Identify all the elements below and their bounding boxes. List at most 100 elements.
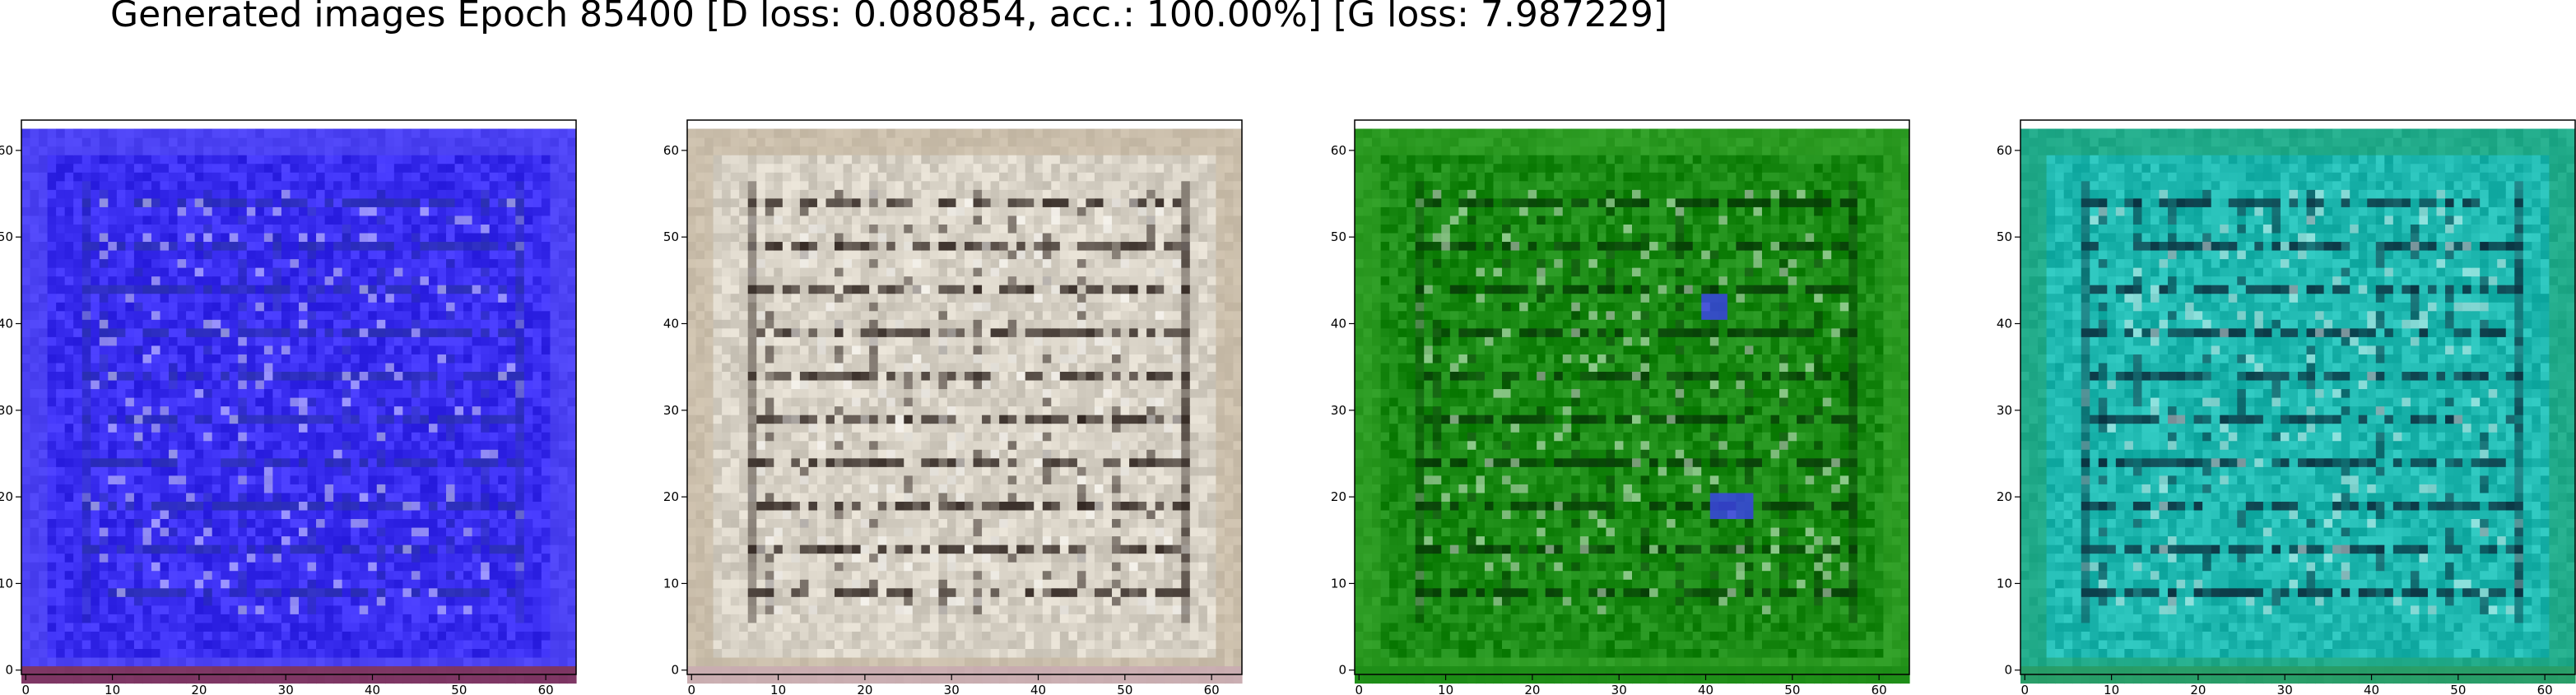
image-pixel — [1007, 674, 1017, 684]
image-pixel — [133, 249, 144, 260]
image-pixel — [351, 509, 360, 520]
image-pixel — [99, 518, 109, 528]
image-pixel — [203, 440, 213, 450]
image-pixel — [21, 232, 31, 243]
image-pixel — [446, 345, 456, 354]
image-pixel — [506, 587, 516, 597]
image-pixel — [333, 656, 343, 667]
image-pixel — [351, 293, 360, 303]
image-pixel — [558, 354, 569, 364]
image-pixel — [428, 614, 439, 623]
image-pixel — [238, 146, 248, 155]
image-pixel — [1068, 570, 1078, 580]
image-pixel — [489, 674, 499, 684]
image-pixel — [437, 423, 447, 433]
image-pixel — [515, 206, 525, 216]
image-pixel — [541, 518, 551, 528]
image-pixel — [229, 405, 239, 415]
image-pixel — [541, 432, 551, 442]
image-pixel — [203, 656, 213, 667]
image-pixel — [550, 432, 560, 442]
image-pixel — [281, 492, 291, 502]
image-pixel — [307, 562, 317, 572]
image-pixel — [454, 232, 464, 243]
image-pixel — [782, 596, 792, 606]
image-pixel — [177, 526, 187, 537]
image-pixel — [290, 423, 300, 433]
image-pixel — [454, 354, 464, 364]
image-pixel — [515, 362, 525, 373]
image-pixel — [91, 293, 100, 303]
image-pixel — [299, 206, 309, 216]
image-pixel — [472, 544, 481, 554]
image-pixel — [229, 440, 239, 450]
image-pixel — [376, 319, 386, 329]
image-pixel — [281, 302, 291, 312]
image-pixel — [489, 388, 499, 398]
image-pixel — [108, 327, 118, 337]
image-pixel — [428, 215, 439, 225]
image-pixel — [39, 639, 49, 650]
image-pixel — [351, 180, 360, 190]
image-pixel — [411, 665, 421, 675]
image-pixel — [64, 224, 74, 234]
image-pixel — [99, 155, 109, 164]
image-pixel — [299, 665, 309, 675]
image-pixel — [246, 302, 256, 312]
image-pixel — [550, 526, 560, 537]
image-pixel — [463, 579, 473, 589]
image-pixel — [255, 605, 265, 614]
image-pixel — [351, 267, 360, 277]
image-pixel — [454, 570, 464, 580]
image-pixel — [108, 293, 118, 303]
image-pixel — [895, 614, 904, 623]
image-pixel — [428, 379, 439, 390]
image-pixel — [133, 224, 144, 234]
image-pixel — [774, 631, 783, 641]
image-pixel — [125, 163, 135, 173]
image-pixel — [108, 267, 118, 277]
image-pixel — [515, 215, 525, 225]
image-pixel — [463, 276, 473, 285]
image-pixel — [1129, 596, 1139, 606]
image-pixel — [272, 128, 282, 138]
image-pixel — [411, 302, 421, 312]
image-pixel — [437, 310, 447, 320]
image-pixel — [437, 345, 447, 354]
image-pixel — [437, 656, 447, 667]
image-pixel — [299, 518, 309, 528]
image-pixel — [481, 535, 491, 545]
image-pixel — [229, 622, 239, 632]
image-pixel — [316, 648, 326, 658]
image-pixel — [186, 631, 196, 641]
image-pixel — [489, 432, 499, 442]
image-pixel — [489, 457, 499, 467]
image-pixel — [342, 518, 351, 528]
image-pixel — [351, 440, 360, 450]
image-pixel — [64, 206, 74, 216]
image-pixel — [229, 397, 239, 407]
image-pixel — [133, 379, 144, 390]
image-pixel — [56, 587, 66, 597]
image-pixel — [791, 562, 801, 572]
image-pixel — [263, 656, 274, 667]
image-pixel — [238, 484, 248, 493]
image-pixel — [263, 345, 274, 354]
image-pixel — [799, 587, 810, 597]
image-pixel — [567, 544, 577, 554]
image-pixel — [558, 336, 569, 346]
image-pixel — [39, 215, 49, 225]
image-pixel — [816, 614, 827, 623]
image-pixel — [454, 172, 464, 182]
image-pixel — [333, 371, 343, 381]
image-pixel — [160, 267, 170, 277]
image-pixel — [498, 656, 508, 667]
image-pixel — [687, 562, 697, 572]
image-pixel — [351, 327, 360, 337]
image-pixel — [290, 379, 300, 390]
image-pixel — [385, 397, 395, 407]
image-pixel — [316, 535, 326, 545]
image-pixel — [428, 327, 439, 337]
image-pixel — [342, 249, 351, 260]
image-pixel — [186, 285, 196, 294]
